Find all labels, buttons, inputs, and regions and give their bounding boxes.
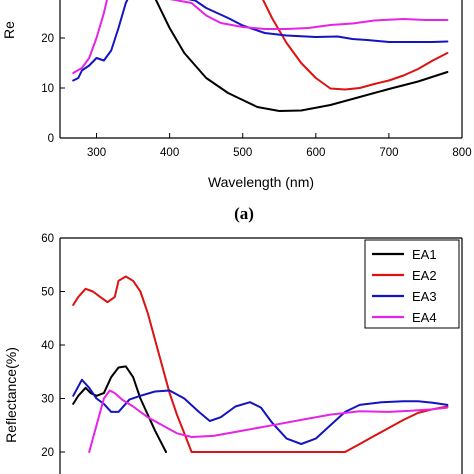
chart-a-x-tick-label: 800 xyxy=(452,147,471,159)
chart-a-series-line-1 xyxy=(154,0,449,112)
chart-a-ticks: 300 400 500 600 700 800 0 10 20 xyxy=(41,33,471,159)
chart-a-series-group xyxy=(72,0,449,112)
panel-label: (a) xyxy=(234,204,254,223)
chart-a-y-tick-label: 10 xyxy=(41,83,54,95)
chart-b-series-line-ea2 xyxy=(72,275,449,453)
chart-b-series-group xyxy=(72,275,449,453)
chart-a-x-tick-label: 400 xyxy=(160,147,179,159)
chart-b-y-tick-label: 30 xyxy=(41,394,54,406)
chart-a-series-line-2 xyxy=(262,0,449,91)
chart-a-y-tick-label: 0 xyxy=(48,133,54,145)
chart-b-series-line-ea4 xyxy=(88,389,449,453)
chart-b-series-line-ea1 xyxy=(72,365,167,453)
chart-a-series-line-4 xyxy=(72,0,449,74)
chart-b-y-tick-label: 20 xyxy=(41,447,54,459)
chart-a-y-tick-label: 20 xyxy=(41,33,54,45)
legend-label-ea4: EA4 xyxy=(412,310,437,325)
chart-a-y-label: Re xyxy=(1,21,17,39)
chart-a-x-tick-label: 300 xyxy=(87,147,106,159)
chart-a-plot-area xyxy=(60,0,462,138)
chart-b: 20 30 40 50 60 Reflectance(%) EA1 EA2 EA3 EA4 xyxy=(3,233,463,474)
legend: EA1 EA2 EA3 EA4 xyxy=(364,239,460,329)
legend-label-ea1: EA1 xyxy=(412,247,437,262)
chart-a-x-tick-label: 500 xyxy=(233,147,252,159)
chart-b-series-line-ea3 xyxy=(72,378,449,445)
chart-b-y-tick-label: 50 xyxy=(41,287,54,299)
chart-a-x-label: Wavelength (nm) xyxy=(208,174,314,190)
chart-a-x-tick-label: 600 xyxy=(306,147,325,159)
chart-a-series-line-3 xyxy=(72,0,449,82)
chart-b-y-label: Reflectance(%) xyxy=(3,347,19,443)
legend-label-ea3: EA3 xyxy=(412,289,437,304)
legend-label-ea2: EA2 xyxy=(412,268,437,283)
chart-b-y-tick-label: 40 xyxy=(41,340,54,352)
chart-b-y-tick-label: 60 xyxy=(41,233,54,245)
chart-b-ticks: 20 30 40 50 60 xyxy=(41,233,65,459)
chart-a: 300 400 500 600 700 800 0 10 20 Re Wavelength (n… xyxy=(1,0,472,223)
chart-a-x-tick-label: 700 xyxy=(379,147,398,159)
